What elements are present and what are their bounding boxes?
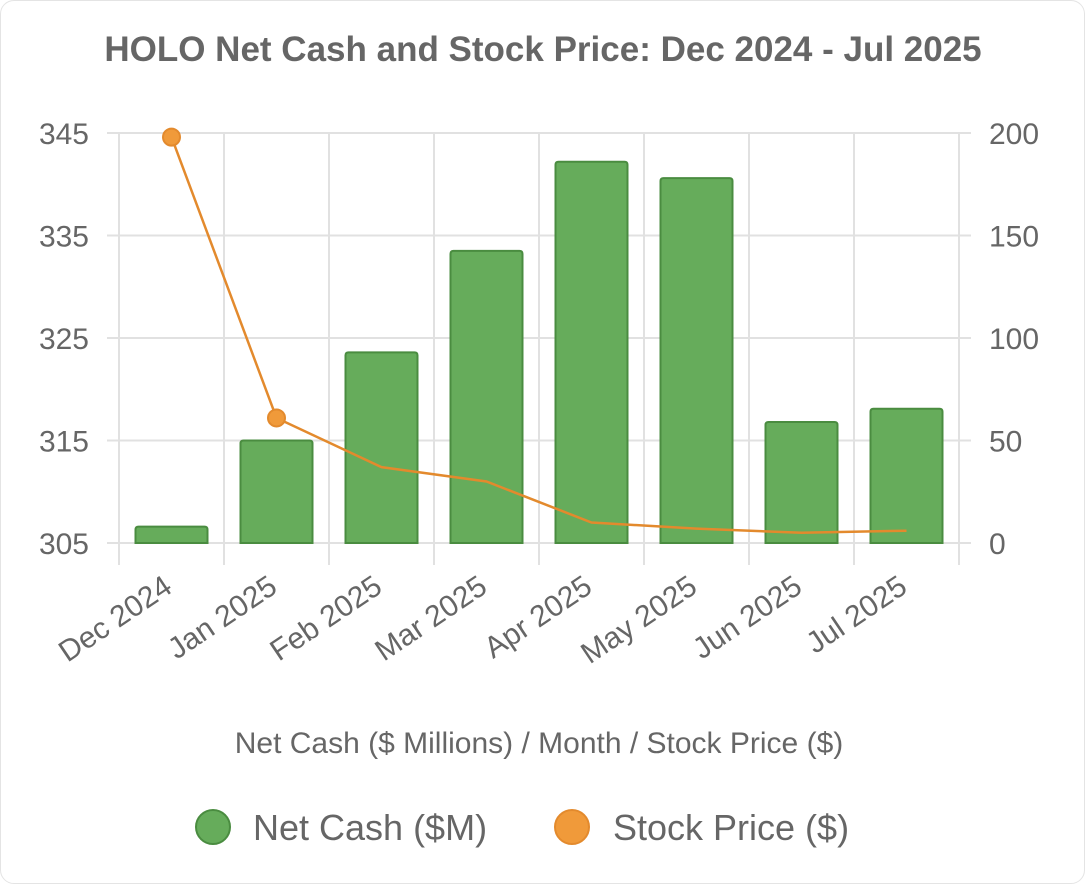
legend-label: Stock Price ($) [613, 807, 849, 848]
net-cash-bar [869, 407, 944, 544]
legend-swatch [195, 809, 231, 845]
right-axis-ticks: 200 150 100 50 0 [989, 118, 1039, 561]
net-cash-bar [134, 525, 209, 544]
x-tick-label: May 2025 [575, 569, 703, 670]
legend-swatch [554, 809, 590, 845]
chart-title: HOLO Net Cash and Stock Price: Dec 2024 … [104, 30, 981, 69]
x-tick-label: Feb 2025 [264, 569, 388, 667]
x-tick-label: Mar 2025 [369, 569, 493, 667]
net-cash-bars [134, 160, 944, 544]
x-tick-label: Jan 2025 [162, 569, 283, 665]
chart-legend: Net Cash ($M) Stock Price ($) [195, 807, 849, 848]
right-tick-label: 100 [989, 323, 1039, 356]
right-tick-label: 50 [989, 426, 1022, 459]
net-cash-bar [239, 439, 314, 544]
net-cash-bar [449, 249, 524, 544]
net-cash-bar [659, 177, 734, 544]
right-tick-label: 200 [989, 118, 1039, 151]
x-axis-label: Net Cash ($ Millions) / Month / Stock Pr… [235, 727, 844, 760]
left-tick-label: 305 [39, 528, 89, 561]
grid-lines [107, 132, 971, 565]
legend-label: Net Cash ($M) [253, 807, 487, 848]
stock-price-polyline [170, 136, 907, 535]
legend-net-cash[interactable]: Net Cash ($M) [195, 807, 487, 848]
right-tick-label: 150 [989, 221, 1039, 254]
net-cash-bar [764, 421, 839, 544]
left-tick-label: 325 [39, 323, 89, 356]
legend-stock-price[interactable]: Stock Price ($) [554, 807, 849, 848]
left-axis-ticks: 345 335 325 315 305 [39, 118, 89, 561]
left-tick-label: 345 [39, 118, 89, 151]
net-cash-bar [344, 351, 419, 544]
right-tick-label: 0 [989, 528, 1006, 561]
stock-price-line [162, 127, 907, 535]
stock-price-point [267, 408, 286, 428]
x-tick-label: Jul 2025 [800, 569, 912, 660]
net-cash-bar [554, 160, 629, 544]
left-tick-label: 315 [39, 426, 89, 459]
left-tick-label: 335 [39, 221, 89, 254]
x-tick-label: Jun 2025 [687, 569, 808, 665]
x-tick-label: Dec 2024 [53, 569, 178, 668]
stock-price-point [162, 127, 181, 147]
